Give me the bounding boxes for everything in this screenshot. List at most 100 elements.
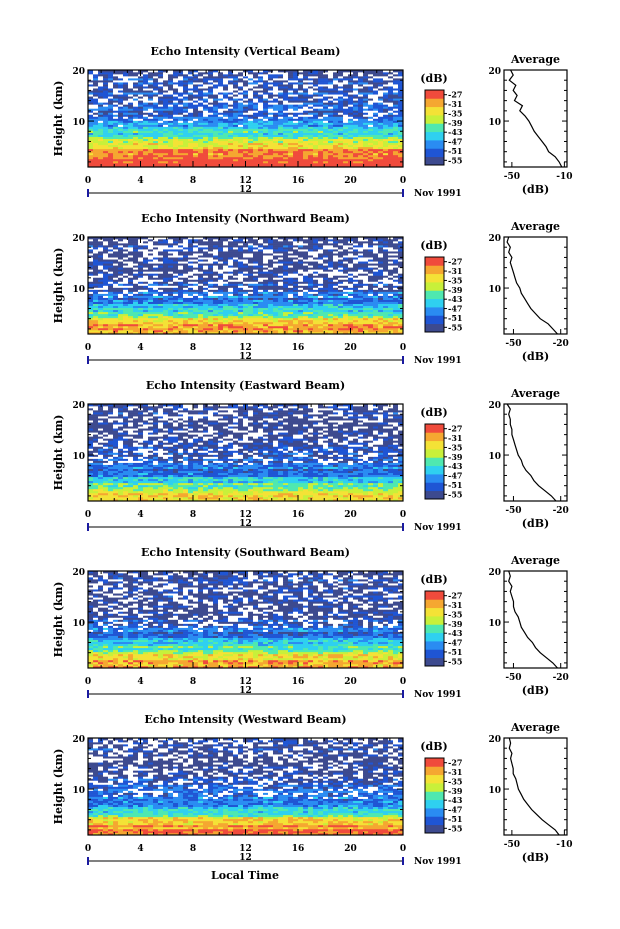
heatmap-cell: [133, 90, 139, 93]
heatmap-cell: [333, 162, 339, 166]
heatmap-cell: [163, 76, 169, 79]
heatmap-cell: [348, 146, 354, 150]
heatmap-cell: [288, 116, 294, 119]
heatmap-cell: [308, 110, 314, 113]
heatmap-cell: [318, 86, 324, 89]
heatmap-cell: [343, 118, 349, 121]
heatmap-cell: [173, 96, 179, 99]
heatmap-cell: [323, 82, 329, 85]
heatmap-cell: [103, 130, 109, 133]
heatmap-cell: [223, 281, 229, 284]
heatmap-cell: [268, 315, 274, 319]
heatmap-cell: [383, 307, 389, 311]
heatmap-cell: [233, 146, 239, 150]
heatmap-cell: [343, 299, 349, 302]
heatmap-cell: [373, 327, 379, 331]
heatmap-cell: [358, 309, 364, 313]
heatmap-cell: [168, 76, 174, 79]
heatmap-cell: [378, 331, 384, 335]
heatmap-cell: [288, 285, 294, 288]
heatmap-cell: [153, 130, 159, 133]
heatmap-cell: [273, 293, 279, 296]
heatmap-cell: [333, 313, 339, 317]
heatmap-cell: [398, 102, 404, 105]
heatmap-cell: [283, 305, 289, 309]
heatmap-cell: [298, 297, 304, 300]
heatmap-cell: [208, 98, 214, 101]
heatmap-cell: [123, 156, 129, 160]
heatmap-cell: [333, 275, 339, 278]
heatmap-cell: [388, 305, 394, 309]
heatmap-cell: [88, 128, 94, 131]
heatmap-cell: [88, 82, 94, 85]
chart-title: Echo Intensity (Northward Beam): [141, 212, 350, 225]
heatmap-cell: [343, 279, 349, 282]
heatmap-cell: [268, 313, 274, 317]
heatmap-cell: [238, 90, 244, 93]
heatmap-cell: [303, 317, 309, 321]
heatmap-cell: [323, 142, 329, 146]
heatmap-cell: [208, 136, 214, 140]
heatmap-cell: [123, 112, 129, 115]
heatmap-cell: [123, 283, 129, 286]
heatmap-cell: [293, 92, 299, 95]
heatmap-cell: [158, 84, 164, 87]
heatmap-cell: [143, 305, 149, 309]
heatmap-cell: [128, 136, 134, 140]
heatmap-cell: [333, 311, 339, 315]
heatmap-cell: [138, 303, 144, 307]
heatmap-cell: [338, 303, 344, 307]
heatmap-cell: [93, 96, 99, 99]
average-x-tick-label: -50: [504, 172, 520, 182]
heatmap-cell: [248, 74, 254, 77]
heatmap-cell: [353, 76, 359, 79]
heatmap-cell: [343, 303, 349, 307]
heatmap-cell: [313, 76, 319, 79]
heatmap-cell: [133, 132, 139, 135]
heatmap-cell: [368, 134, 374, 137]
heatmap-cell: [293, 114, 299, 117]
heatmap-cell: [328, 136, 334, 140]
heatmap-cell: [188, 102, 194, 105]
heatmap-cell: [153, 299, 159, 302]
heatmap-cell: [153, 295, 159, 298]
heatmap-cell: [303, 76, 309, 79]
heatmap-cell: [238, 108, 244, 111]
heatmap-cell: [308, 160, 314, 164]
heatmap-cell: [398, 112, 404, 115]
heatmap-cell: [378, 295, 384, 298]
heatmap-cell: [323, 329, 329, 333]
heatmap-cell: [143, 299, 149, 302]
heatmap-cell: [118, 132, 124, 135]
heatmap-cell: [248, 138, 254, 142]
heatmap-cell: [188, 164, 194, 168]
heatmap-cell: [148, 94, 154, 97]
heatmap-cell: [228, 319, 234, 323]
heatmap-cell: [373, 319, 379, 323]
heatmap-cell: [118, 142, 124, 146]
heatmap-cell: [233, 321, 239, 325]
heatmap-cell: [398, 325, 404, 329]
heatmap-cell: [208, 134, 214, 137]
heatmap-cell: [378, 84, 384, 87]
heatmap-cell: [208, 150, 214, 154]
heatmap-cell: [383, 126, 389, 129]
heatmap-cell: [138, 281, 144, 284]
heatmap-cell: [108, 136, 114, 140]
heatmap-cell: [338, 331, 344, 335]
heatmap-cell: [203, 158, 209, 162]
heatmap-cell: [273, 108, 279, 111]
heatmap-cell: [368, 150, 374, 154]
heatmap-cell: [208, 80, 214, 83]
heatmap-cell: [328, 309, 334, 313]
heatmap-cell: [288, 297, 294, 300]
heatmap-cell: [333, 283, 339, 286]
heatmap-cell: [303, 132, 309, 135]
heatmap-cell: [308, 154, 314, 158]
heatmap-cell: [273, 285, 279, 288]
heatmap-cell: [193, 307, 199, 311]
heatmap-cell: [168, 297, 174, 300]
heatmap-cell: [273, 148, 279, 152]
heatmap-cell: [143, 108, 149, 111]
heatmap-cell: [183, 160, 189, 164]
